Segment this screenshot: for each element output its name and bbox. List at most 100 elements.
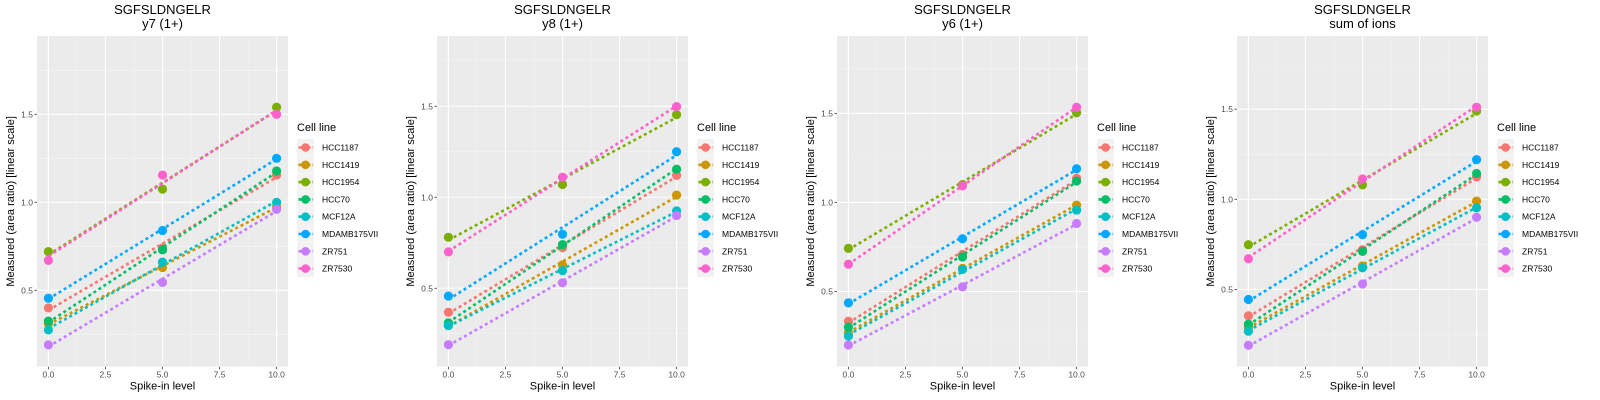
data-point bbox=[1357, 246, 1368, 256]
data-point bbox=[1243, 319, 1254, 329]
legend-label: HCC70 bbox=[1122, 194, 1150, 204]
chart-title: SGFSLDNGELR bbox=[914, 2, 1011, 17]
legend-label: HCC70 bbox=[722, 194, 750, 204]
x-axis-label: Spike-in level bbox=[530, 381, 595, 393]
legend-key-point bbox=[301, 212, 310, 221]
x-tick-label: 0.0 bbox=[42, 370, 54, 380]
data-point bbox=[1243, 294, 1254, 305]
series-group bbox=[443, 102, 682, 350]
legend-label: ZR7530 bbox=[1122, 264, 1153, 274]
legend-key-point bbox=[301, 229, 310, 239]
legend-key-point bbox=[701, 160, 710, 170]
legend-item: ZR751 bbox=[1097, 242, 1148, 260]
trend-line bbox=[447, 116, 678, 242]
trend-line bbox=[1247, 104, 1478, 259]
trend-line bbox=[47, 109, 278, 256]
trend-line bbox=[847, 207, 1078, 336]
data-point bbox=[843, 298, 854, 308]
data-point bbox=[1357, 279, 1368, 289]
legend-key-point bbox=[301, 143, 310, 152]
legend-item: HCC1954 bbox=[1097, 173, 1160, 191]
legend-item: ZR751 bbox=[1497, 242, 1548, 260]
data-point bbox=[443, 340, 454, 350]
legend-item: HCC70 bbox=[297, 190, 350, 208]
series-zr7530 bbox=[443, 102, 682, 257]
x-tick-label: 5.0 bbox=[557, 370, 569, 380]
legend-key-point bbox=[1101, 247, 1110, 256]
legend-item: HCC1419 bbox=[1097, 156, 1160, 174]
chart-panel-1: 0.0 2.5 5.0 7.5 10.0 0.5 1.0 1.5 SGFSLDNGELR y7 (… bbox=[0, 0, 400, 400]
data-point bbox=[1243, 340, 1254, 350]
y-tick-label: 1.5 bbox=[21, 109, 33, 119]
y-tick-label: 0.5 bbox=[21, 285, 33, 295]
legend-label: HCC1187 bbox=[1122, 143, 1159, 153]
x-tick-label: 5.0 bbox=[157, 370, 169, 380]
data-point bbox=[157, 257, 168, 267]
legend-item: HCC1419 bbox=[697, 156, 760, 174]
y-tick-label: 0.5 bbox=[421, 283, 433, 293]
data-point bbox=[157, 277, 168, 287]
y-axis-label: Measured (area ratio) [linear scale] bbox=[5, 116, 17, 287]
legend-item: HCC1419 bbox=[1497, 156, 1560, 174]
legend-key-point bbox=[301, 264, 310, 273]
data-point bbox=[843, 243, 854, 253]
legend-label: HCC1954 bbox=[322, 177, 360, 187]
data-point bbox=[43, 303, 54, 313]
data-point bbox=[843, 331, 854, 341]
data-point bbox=[1071, 164, 1082, 174]
chart-panel-2: 0.0 2.5 5.0 7.5 10.0 0.5 1.0 1.5 SGFSLDNGELR y8 (… bbox=[400, 0, 800, 400]
series-hcc70 bbox=[843, 176, 1082, 332]
legend-key-point bbox=[701, 195, 710, 204]
data-point bbox=[43, 316, 54, 326]
legend-item: MDAMB175VII bbox=[1497, 225, 1578, 243]
x-tick-label: 0.0 bbox=[442, 370, 454, 380]
chart-panel-4: 0.0 2.5 5.0 7.5 10.0 0.5 1.0 1.5 SGFSLDNGELR sum … bbox=[1200, 0, 1600, 400]
legend-key-point bbox=[301, 247, 310, 256]
y-tick-label: 1.0 bbox=[821, 197, 833, 207]
legend-label: HCC1187 bbox=[322, 143, 359, 153]
legend-key-point bbox=[1501, 195, 1510, 204]
legend-key-point bbox=[1101, 143, 1110, 152]
chart-panel-3: 0.0 2.5 5.0 7.5 10.0 0.5 1.0 1.5 SGFSLDNGELR y6 (… bbox=[800, 0, 1200, 400]
series-zr7530 bbox=[843, 102, 1082, 269]
legend-label: HCC1419 bbox=[1522, 160, 1560, 170]
legend-label: HCC70 bbox=[1522, 194, 1550, 204]
legend-key-point bbox=[701, 177, 710, 187]
legend-label: MDAMB175VII bbox=[722, 229, 778, 239]
legend-label: MDAMB175VII bbox=[322, 229, 378, 239]
data-point bbox=[557, 266, 568, 276]
legend-title: Cell line bbox=[1497, 122, 1536, 134]
data-point bbox=[1471, 203, 1482, 213]
legend-item: ZR7530 bbox=[1097, 260, 1153, 278]
data-point bbox=[271, 204, 282, 214]
data-point bbox=[1357, 263, 1368, 273]
data-point bbox=[443, 247, 454, 257]
data-point bbox=[557, 278, 568, 288]
legend-item: HCC70 bbox=[697, 190, 750, 208]
x-tick-label: 10.0 bbox=[1468, 370, 1485, 380]
legend-label: ZR751 bbox=[1522, 246, 1548, 256]
legend-key-point bbox=[701, 212, 710, 221]
y-tick-label: 1.5 bbox=[1221, 104, 1233, 114]
legend-label: MCF12A bbox=[722, 212, 756, 222]
legend-item: HCC1419 bbox=[297, 156, 360, 174]
legend-title: Cell line bbox=[697, 122, 736, 134]
legend-label: MDAMB175VII bbox=[1522, 229, 1578, 239]
legend-label: ZR7530 bbox=[322, 264, 353, 274]
legend-key-point bbox=[1101, 195, 1110, 204]
legend-label: ZR751 bbox=[322, 246, 348, 256]
data-point bbox=[1471, 168, 1482, 179]
series-zr751 bbox=[843, 218, 1082, 350]
x-tick-label: 0.0 bbox=[1242, 370, 1254, 380]
legend-key-point bbox=[1501, 247, 1510, 256]
legend-label: HCC1954 bbox=[1122, 177, 1160, 187]
legend-item: ZR751 bbox=[697, 242, 748, 260]
y-tick-label: 0.5 bbox=[821, 287, 833, 297]
data-point bbox=[157, 245, 168, 255]
chart-title: SGFSLDNGELR bbox=[1314, 2, 1411, 17]
legend-item: HCC1187 bbox=[297, 139, 359, 156]
legend-label: MDAMB175VII bbox=[1122, 229, 1178, 239]
legend-item: ZR751 bbox=[297, 242, 348, 260]
